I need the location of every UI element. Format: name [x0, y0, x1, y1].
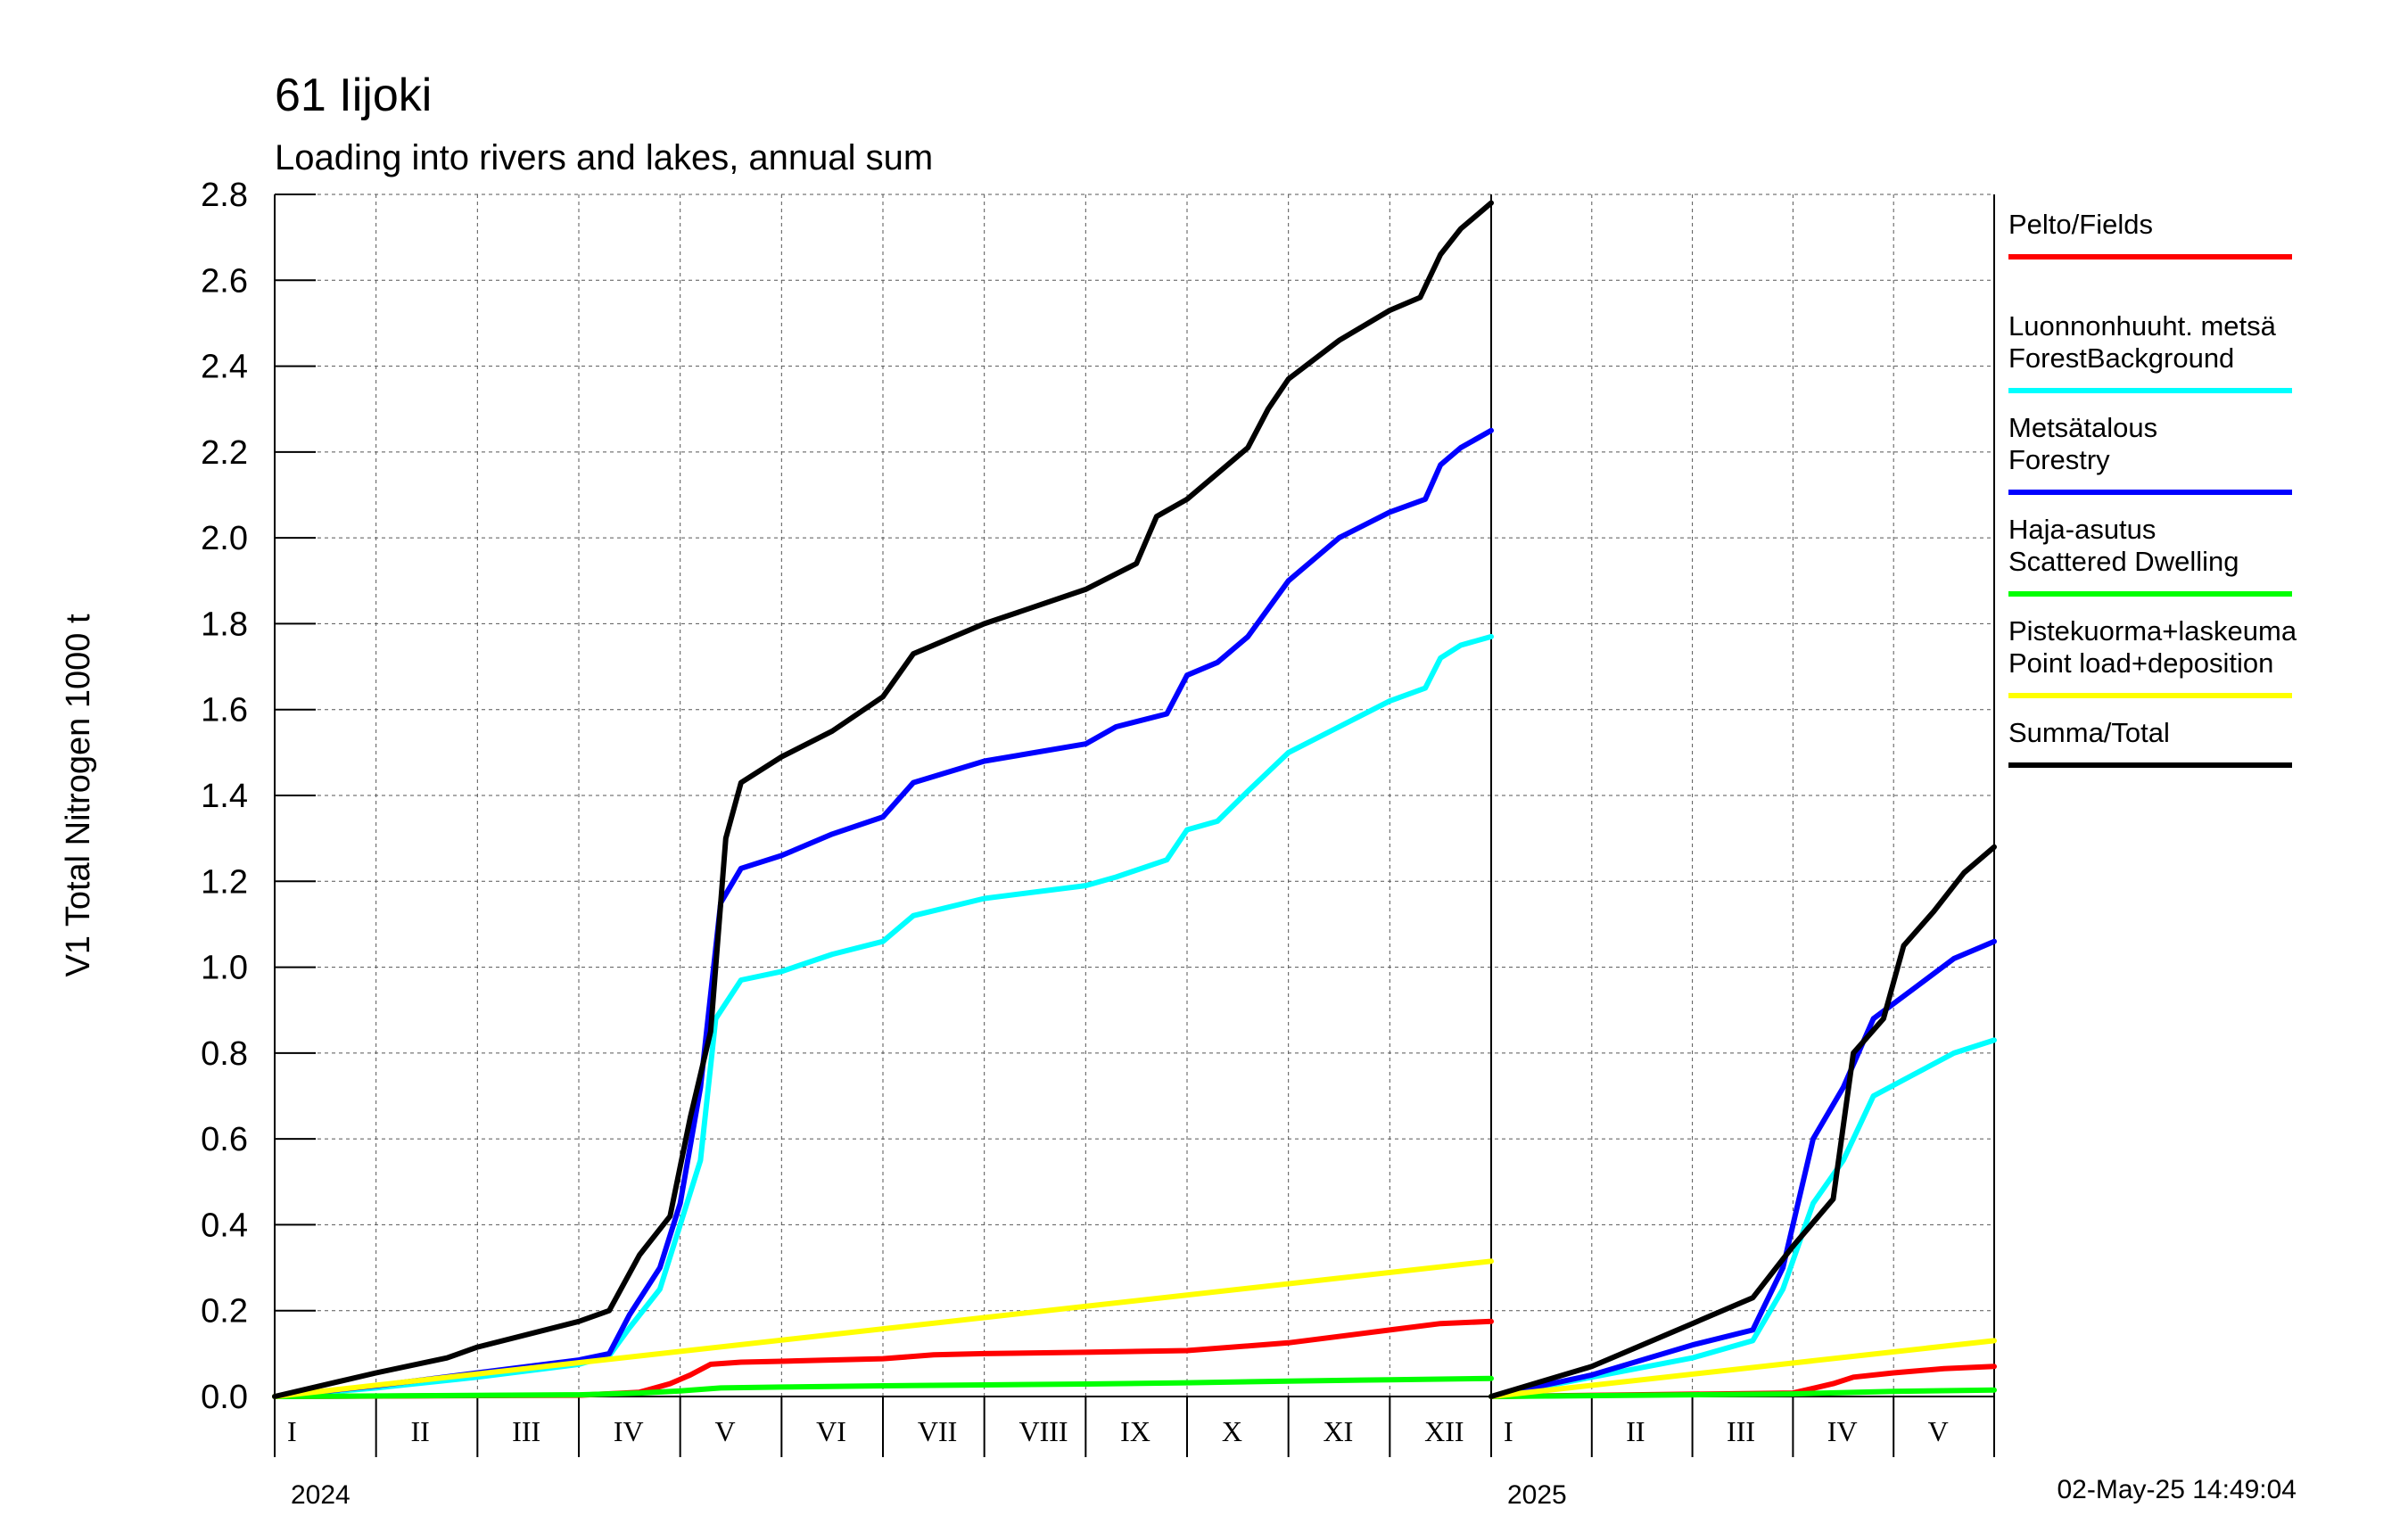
y-tick-label: 1.0	[201, 950, 248, 987]
x-month-label: V	[1928, 1415, 1949, 1447]
x-month-label: VII	[918, 1415, 957, 1447]
x-month-label: II	[411, 1415, 430, 1447]
x-month-label: VIII	[1019, 1415, 1068, 1447]
series-line-pistekuorma-laskeuma-2025	[1489, 1338, 1997, 1399]
x-month-label: IV	[1827, 1415, 1858, 1447]
x-month-label: IV	[614, 1415, 644, 1447]
y-tick-label: 2.2	[201, 434, 248, 472]
timestamp: 02-May-25 14:49:04	[2057, 1475, 2297, 1504]
series-layer	[272, 200, 1997, 1399]
legend-label-secondary: Point load+deposition	[2008, 647, 2273, 679]
chart-title: 61 Iijoki	[275, 70, 432, 121]
y-tick-label: 2.6	[201, 262, 248, 300]
x-month-label: I	[287, 1415, 297, 1447]
legend-label: Pelto/Fields	[2008, 209, 2153, 240]
series-line-luonnonhuuht-mets-2024	[272, 633, 1494, 1399]
y-tick-label: 1.6	[201, 692, 248, 729]
series-line-luonnonhuuht-mets-2025	[1489, 1037, 1997, 1399]
y-tick-label: 0.2	[201, 1293, 248, 1331]
legend-label: Haja-asutus	[2008, 514, 2156, 545]
series-line-summa-total-2025	[1489, 844, 1997, 1399]
series-line-pelto-fields-2024	[272, 1318, 1494, 1399]
legend-label: Metsätalous	[2008, 412, 2157, 443]
x-month-label: III	[1727, 1415, 1755, 1447]
x-month-label: XII	[1424, 1415, 1464, 1447]
grid-layer	[274, 194, 1995, 1397]
y-tick-label: 1.2	[201, 863, 248, 901]
y-axis-label: V1 Total Nitrogen 1000 t	[60, 614, 97, 976]
legend-label: Summa/Total	[2008, 717, 2170, 748]
series-line-haja-asutus-2024	[272, 1375, 1494, 1399]
legend-label-secondary: Scattered Dwelling	[2008, 546, 2239, 577]
x-month-label: X	[1222, 1415, 1242, 1447]
x-month-label: VI	[816, 1415, 846, 1447]
series-line-pistekuorma-laskeuma-2024	[272, 1258, 1494, 1399]
legend-label: Luonnonhuuht. metsä	[2008, 310, 2277, 342]
series-line-mets-talous-2024	[272, 427, 1494, 1399]
x-year-label: 2024	[291, 1480, 350, 1510]
x-year-label: 2025	[1507, 1480, 1567, 1510]
chart-subtitle: Loading into rivers and lakes, annual su…	[275, 138, 933, 177]
legend: Pelto/Fields Luonnonhuuht. metsäForestBac…	[2008, 209, 2297, 768]
y-tick-label: 2.0	[201, 520, 248, 557]
series-line-haja-asutus-2025	[1489, 1387, 1997, 1399]
y-tick-label: 1.4	[201, 778, 248, 815]
y-tick-label: 1.8	[201, 606, 248, 643]
y-tick-label: 0.8	[201, 1035, 248, 1073]
legend-label: Pistekuorma+laskeuma	[2008, 615, 2297, 647]
y-tick-label: 0.0	[201, 1379, 248, 1416]
y-tick-label: 0.6	[201, 1121, 248, 1158]
legend-label-secondary: Forestry	[2008, 444, 2110, 475]
y-tick-label: 2.8	[201, 177, 248, 214]
series-line-mets-talous-2025	[1489, 938, 1997, 1399]
x-month-label: V	[715, 1415, 736, 1447]
axis-layer: 0.0 0.2 0.4 0.6 0.8 1.0 1.2 1.4 1.6 1.8 2.0 2.2 2.4 2…	[201, 177, 1995, 1510]
legend-label-secondary: ForestBackground	[2008, 342, 2234, 374]
y-tick-label: 0.4	[201, 1207, 248, 1244]
x-month-label: IX	[1120, 1415, 1150, 1447]
x-month-label: XI	[1324, 1415, 1354, 1447]
x-month-label: II	[1626, 1415, 1645, 1447]
y-tick-label: 2.4	[201, 349, 248, 386]
x-month-label: I	[1504, 1415, 1513, 1447]
x-month-label: III	[512, 1415, 540, 1447]
series-line-summa-total-2024	[272, 200, 1494, 1399]
